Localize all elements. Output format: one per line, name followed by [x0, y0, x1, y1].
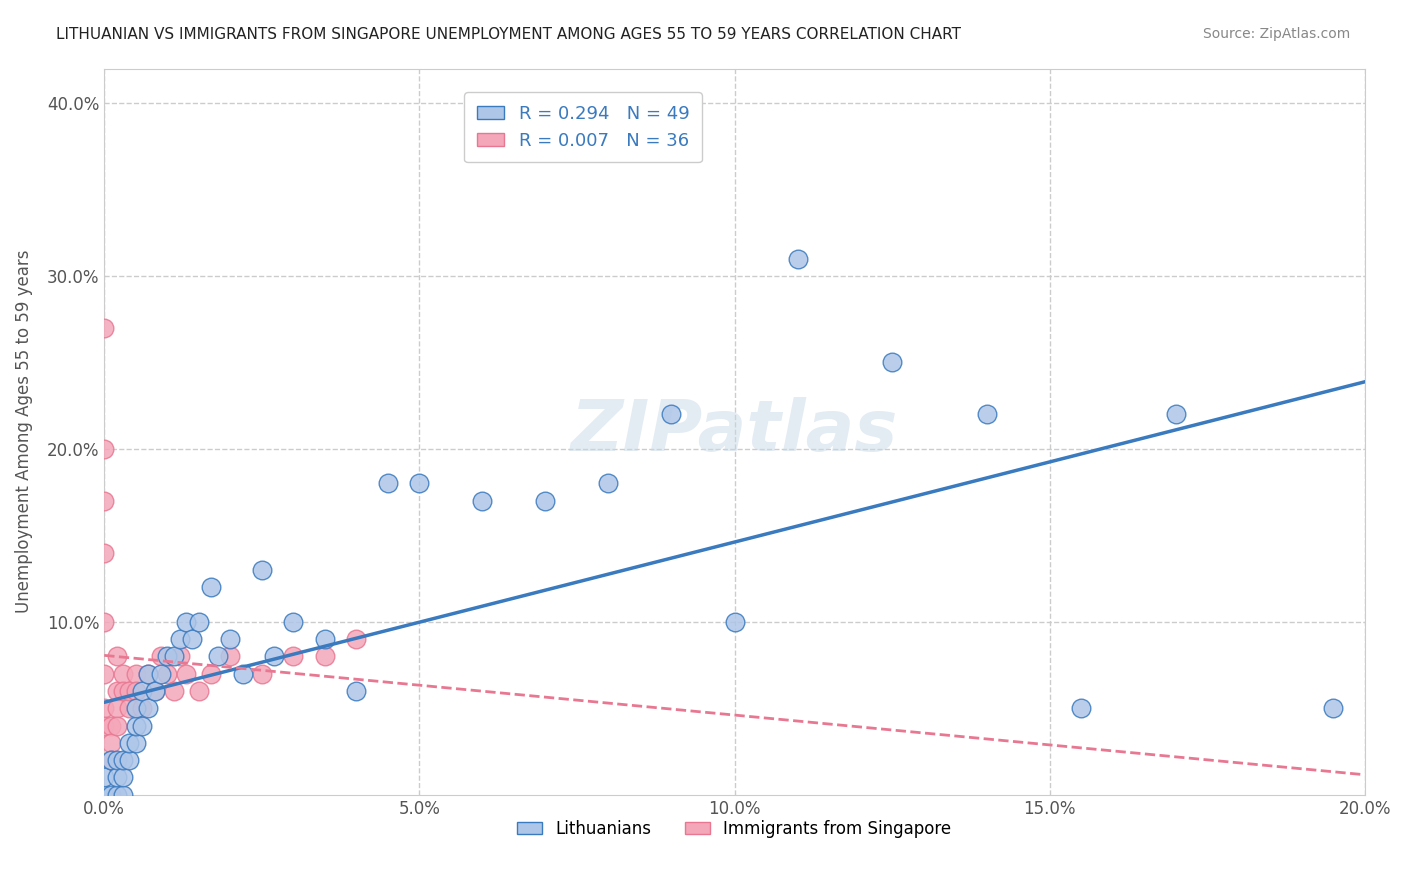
Point: [118, 701, 141, 715]
Point: [100, 718, 122, 732]
Point: [534, 493, 557, 508]
Point: [976, 407, 998, 421]
Point: [174, 615, 197, 629]
Point: [125, 666, 148, 681]
Point: [1164, 407, 1187, 421]
Point: [408, 476, 430, 491]
Point: [283, 615, 305, 629]
Point: [786, 252, 808, 266]
Point: [162, 684, 184, 698]
Text: Source: ZipAtlas.com: Source: ZipAtlas.com: [1202, 27, 1350, 41]
Point: [232, 666, 254, 681]
Point: [250, 563, 273, 577]
Point: [1070, 701, 1092, 715]
Point: [93, 771, 115, 785]
Point: [200, 580, 222, 594]
Point: [598, 476, 620, 491]
Point: [471, 493, 494, 508]
Point: [149, 649, 172, 664]
Point: [112, 684, 135, 698]
Point: [93, 493, 115, 508]
Point: [118, 736, 141, 750]
Point: [125, 684, 148, 698]
Point: [131, 684, 153, 698]
Point: [93, 442, 115, 456]
Point: [143, 684, 166, 698]
Point: [93, 321, 115, 335]
Point: [169, 632, 191, 646]
Point: [138, 666, 160, 681]
Point: [187, 684, 209, 698]
Point: [250, 666, 273, 681]
Point: [138, 701, 160, 715]
Point: [105, 718, 128, 732]
Point: [131, 718, 153, 732]
Point: [125, 701, 148, 715]
Point: [169, 649, 191, 664]
Point: [118, 684, 141, 698]
Point: [344, 684, 367, 698]
Point: [105, 701, 128, 715]
Point: [723, 615, 745, 629]
Point: [880, 355, 903, 369]
Point: [661, 407, 683, 421]
Point: [93, 718, 115, 732]
Point: [138, 666, 160, 681]
Point: [105, 788, 128, 802]
Point: [93, 615, 115, 629]
Point: [181, 632, 204, 646]
Point: [112, 788, 135, 802]
Point: [314, 632, 336, 646]
Point: [377, 476, 399, 491]
Point: [118, 753, 141, 767]
Point: [263, 649, 285, 664]
Text: LITHUANIAN VS IMMIGRANTS FROM SINGAPORE UNEMPLOYMENT AMONG AGES 55 TO 59 YEARS C: LITHUANIAN VS IMMIGRANTS FROM SINGAPORE …: [56, 27, 962, 42]
Point: [112, 771, 135, 785]
Point: [187, 615, 209, 629]
Point: [100, 753, 122, 767]
Point: [125, 718, 148, 732]
Point: [93, 701, 115, 715]
Point: [207, 649, 229, 664]
Point: [143, 684, 166, 698]
Point: [100, 736, 122, 750]
Point: [112, 753, 135, 767]
Point: [283, 649, 305, 664]
Point: [112, 666, 135, 681]
Point: [105, 771, 128, 785]
Point: [93, 788, 115, 802]
Point: [125, 736, 148, 750]
Point: [219, 649, 242, 664]
Point: [156, 649, 179, 664]
Point: [219, 632, 242, 646]
Legend: Lithuanians, Immigrants from Singapore: Lithuanians, Immigrants from Singapore: [510, 814, 959, 845]
Point: [344, 632, 367, 646]
Y-axis label: Unemployment Among Ages 55 to 59 years: Unemployment Among Ages 55 to 59 years: [15, 250, 32, 614]
Point: [174, 666, 197, 681]
Point: [149, 666, 172, 681]
Text: ZIPatlas: ZIPatlas: [571, 397, 898, 467]
Point: [105, 753, 128, 767]
Point: [100, 788, 122, 802]
Point: [93, 546, 115, 560]
Point: [200, 666, 222, 681]
Point: [162, 649, 184, 664]
Point: [93, 666, 115, 681]
Point: [100, 753, 122, 767]
Point: [1322, 701, 1344, 715]
Point: [131, 701, 153, 715]
Point: [105, 684, 128, 698]
Point: [156, 666, 179, 681]
Point: [314, 649, 336, 664]
Point: [105, 649, 128, 664]
